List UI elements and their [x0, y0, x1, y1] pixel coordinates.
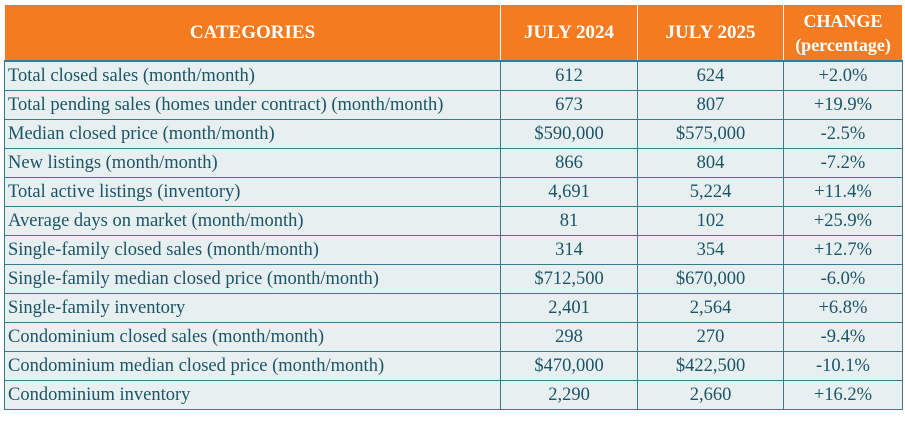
- table-row: Total closed sales (month/month) 612 624…: [4, 60, 903, 91]
- july-2025-cell: 624: [637, 60, 784, 91]
- change-cell: -9.4%: [783, 322, 903, 352]
- july-2024-cell: $470,000: [500, 351, 638, 381]
- table-row: Single-family closed sales (month/month)…: [4, 235, 903, 265]
- july-2024-cell: $712,500: [500, 264, 638, 294]
- table-row: Single-family inventory 2,401 2,564 +6.8…: [4, 293, 903, 323]
- category-cell: Total pending sales (homes under contrac…: [4, 90, 501, 120]
- table-row: Single-family median closed price (month…: [4, 264, 903, 294]
- july-2025-cell: $575,000: [637, 119, 784, 149]
- change-cell: +16.2%: [783, 380, 903, 410]
- change-cell: -7.2%: [783, 148, 903, 178]
- july-2024-cell: 298: [500, 322, 638, 352]
- sales-stats-table: CATEGORIES JULY 2024 JULY 2025 CHANGE (p…: [4, 4, 903, 410]
- july-2025-cell: 102: [637, 206, 784, 236]
- sales-stats-table-container: CATEGORIES JULY 2024 JULY 2025 CHANGE (p…: [4, 4, 903, 410]
- table-row: Condominium median closed price (month/m…: [4, 351, 903, 381]
- july-2025-cell: 270: [637, 322, 784, 352]
- table-row: Median closed price (month/month) $590,0…: [4, 119, 903, 149]
- category-cell: Single-family median closed price (month…: [4, 264, 501, 294]
- change-cell: +12.7%: [783, 235, 903, 265]
- change-cell: -6.0%: [783, 264, 903, 294]
- header-july-2025: JULY 2025: [637, 4, 784, 62]
- change-cell: +2.0%: [783, 60, 903, 91]
- category-cell: New listings (month/month): [4, 148, 501, 178]
- july-2024-cell: 2,290: [500, 380, 638, 410]
- july-2024-cell: 612: [500, 60, 638, 91]
- july-2024-cell: 2,401: [500, 293, 638, 323]
- july-2025-cell: $422,500: [637, 351, 784, 381]
- july-2024-cell: 4,691: [500, 177, 638, 207]
- july-2025-cell: 5,224: [637, 177, 784, 207]
- table-row: Total pending sales (homes under contrac…: [4, 90, 903, 120]
- header-categories: CATEGORIES: [4, 4, 501, 62]
- table-row: New listings (month/month) 866 804 -7.2%: [4, 148, 903, 178]
- table-row: Average days on market (month/month) 81 …: [4, 206, 903, 236]
- table-row: Total active listings (inventory) 4,691 …: [4, 177, 903, 207]
- change-cell: +6.8%: [783, 293, 903, 323]
- july-2025-cell: 807: [637, 90, 784, 120]
- change-cell: +25.9%: [783, 206, 903, 236]
- category-cell: Total closed sales (month/month): [4, 60, 501, 91]
- july-2025-cell: 2,564: [637, 293, 784, 323]
- table-row: Condominium inventory 2,290 2,660 +16.2%: [4, 380, 903, 410]
- change-cell: +11.4%: [783, 177, 903, 207]
- july-2024-cell: 866: [500, 148, 638, 178]
- header-july-2024: JULY 2024: [500, 4, 638, 62]
- july-2024-cell: 673: [500, 90, 638, 120]
- category-cell: Single-family closed sales (month/month): [4, 235, 501, 265]
- table-row: Condominium closed sales (month/month) 2…: [4, 322, 903, 352]
- change-cell: +19.9%: [783, 90, 903, 120]
- category-cell: Condominium closed sales (month/month): [4, 322, 501, 352]
- category-cell: Single-family inventory: [4, 293, 501, 323]
- july-2025-cell: $670,000: [637, 264, 784, 294]
- july-2024-cell: 81: [500, 206, 638, 236]
- table-header-row: CATEGORIES JULY 2024 JULY 2025 CHANGE (p…: [4, 4, 903, 62]
- category-cell: Average days on market (month/month): [4, 206, 501, 236]
- category-cell: Total active listings (inventory): [4, 177, 501, 207]
- header-change: CHANGE (percentage): [783, 4, 903, 62]
- july-2025-cell: 2,660: [637, 380, 784, 410]
- category-cell: Condominium median closed price (month/m…: [4, 351, 501, 381]
- july-2025-cell: 354: [637, 235, 784, 265]
- header-change-title: CHANGE: [803, 10, 883, 31]
- change-cell: -2.5%: [783, 119, 903, 149]
- july-2025-cell: 804: [637, 148, 784, 178]
- category-cell: Median closed price (month/month): [4, 119, 501, 149]
- july-2024-cell: $590,000: [500, 119, 638, 149]
- july-2024-cell: 314: [500, 235, 638, 265]
- header-change-unit: (percentage): [795, 34, 891, 55]
- category-cell: Condominium inventory: [4, 380, 501, 410]
- table-body: Total closed sales (month/month) 612 624…: [4, 60, 903, 410]
- change-cell: -10.1%: [783, 351, 903, 381]
